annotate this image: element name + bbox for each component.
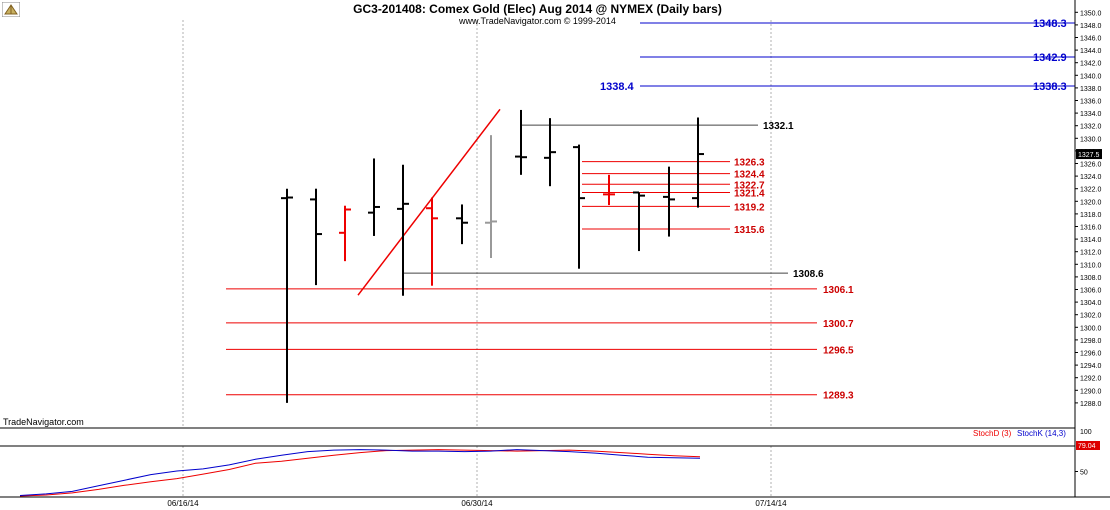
y-tick-label: 1342.0: [1080, 61, 1102, 68]
y-tick-label: 1340.0: [1080, 73, 1102, 80]
level-label: 1319.2: [734, 202, 765, 213]
y-tick-label: 1324.0: [1080, 174, 1102, 181]
trendline: [357, 108, 501, 296]
y-tick-label: 1344.0: [1080, 48, 1102, 55]
y-tick-label: 1348.0: [1080, 23, 1102, 30]
level-label: 1289.3: [823, 391, 854, 402]
level-label: 1321.4: [734, 188, 765, 199]
stoch-tick-label: 100: [1080, 429, 1092, 436]
brand-label: TradeNavigator.com: [3, 417, 84, 427]
y-tick-label: 1296.0: [1080, 351, 1102, 358]
stoch-last-label: 79.04: [1078, 443, 1096, 450]
level-label: 1306.1: [823, 285, 854, 296]
y-tick-label: 1314.0: [1080, 237, 1102, 244]
x-tick-label: 06/30/14: [461, 499, 493, 508]
level-label: 1324.4: [734, 170, 765, 181]
level-label: 1315.6: [734, 225, 765, 236]
y-tick-label: 1336.0: [1080, 99, 1102, 106]
y-tick-label: 1332.0: [1080, 124, 1102, 131]
y-tick-label: 1300.0: [1080, 325, 1102, 332]
y-tick-label: 1298.0: [1080, 338, 1102, 345]
stoch-legend-k: StochK (14,3): [1017, 429, 1066, 438]
last-price-label: 1327.5: [1078, 152, 1100, 159]
stoch-legend-d: StochD (3): [973, 429, 1012, 438]
y-tick-label: 1334.0: [1080, 111, 1102, 118]
grid-lines: [182, 20, 772, 497]
y-tick-label: 1318.0: [1080, 212, 1102, 219]
level-label: 1308.6: [793, 269, 824, 280]
y-tick-label: 1312.0: [1080, 250, 1102, 257]
y-tick-label: 1346.0: [1080, 36, 1102, 43]
y-tick-label: 1326.0: [1080, 162, 1102, 169]
chart-title: GC3-201408: Comex Gold (Elec) Aug 2014 @…: [353, 2, 722, 16]
chart-subtitle: www.TradeNavigator.com © 1999-2014: [459, 16, 616, 26]
x-tick-label: 07/14/14: [755, 499, 787, 508]
y-tick-label: 1306.0: [1080, 288, 1102, 295]
y-tick-label: 1330.0: [1080, 136, 1102, 143]
y-tick-label: 1294.0: [1080, 363, 1102, 370]
y-tick-label: 1290.0: [1080, 388, 1102, 395]
level-label: 1322.7: [734, 180, 765, 191]
stochD-series-line: [19, 449, 701, 497]
price-levels: 1348.3 1342.9 1338.3 1338.4 1332.1 1326.31324…: [226, 18, 1075, 402]
y-tick-label: 1304.0: [1080, 300, 1102, 307]
tradenavigator-logo-icon: [2, 2, 20, 17]
stochastic-panel: StochD (3) StochK (14,3): [0, 429, 1075, 497]
y-tick-label: 1316.0: [1080, 225, 1102, 232]
stoch-last-marker: [1076, 441, 1100, 450]
stochK-series-line: [19, 449, 701, 496]
trendline-segment: [357, 108, 501, 296]
level-label: 1348.3: [1033, 18, 1067, 30]
last-price-marker: [1076, 149, 1102, 160]
y-tick-label: 1310.0: [1080, 262, 1102, 269]
y-tick-label: 1322.0: [1080, 187, 1102, 194]
level-label: 1338.3: [1033, 81, 1067, 93]
level-label: 1342.9: [1033, 52, 1067, 64]
level-label: 1300.7: [823, 319, 854, 330]
level-left-label: 1338.4: [600, 81, 635, 93]
y-tick-label: 1288.0: [1080, 401, 1102, 408]
y-tick-label: 1308.0: [1080, 275, 1102, 282]
y-tick-label: 1320.0: [1080, 199, 1102, 206]
stoch-tick-label: 50: [1080, 470, 1088, 477]
y-tick-label: 1292.0: [1080, 376, 1102, 383]
level-label: 1326.3: [734, 158, 765, 169]
x-tick-label: 06/16/14: [167, 499, 199, 508]
y-tick-label: 1350.0: [1080, 10, 1102, 17]
level-label: 1332.1: [763, 121, 794, 132]
y-tick-label: 1302.0: [1080, 313, 1102, 320]
ohlc-bars: [281, 109, 704, 403]
y-tick-label: 1338.0: [1080, 86, 1102, 93]
level-label: 1296.5: [823, 345, 854, 356]
